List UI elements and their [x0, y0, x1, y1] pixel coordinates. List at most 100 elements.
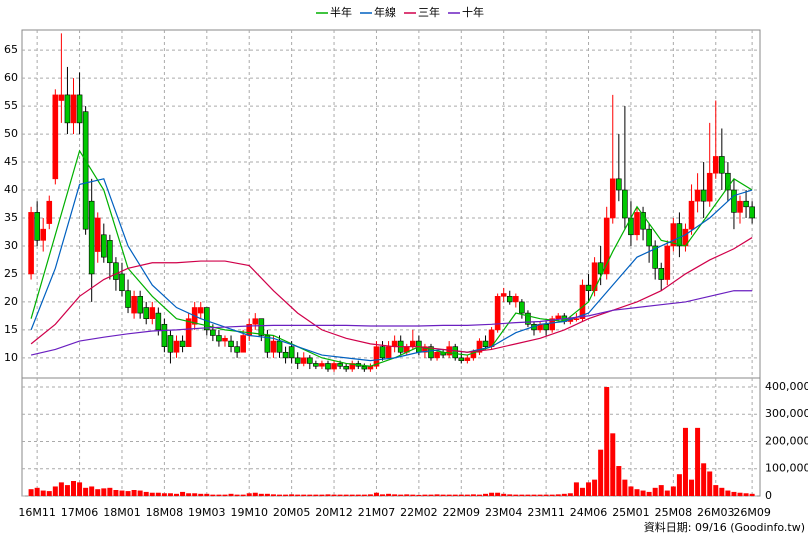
volume-bar [289, 494, 295, 496]
moving-average-line [30, 178, 753, 362]
volume-bar [519, 494, 525, 496]
candle-body [113, 262, 119, 280]
volume-bar [143, 491, 149, 496]
candle-body [210, 329, 216, 336]
volume-bar [446, 494, 452, 496]
y2-tick-label: 300,000 [765, 407, 808, 420]
candle-body [76, 94, 83, 124]
candle-body [694, 189, 701, 202]
candle-body [197, 307, 204, 314]
candle-body [155, 312, 162, 331]
candle-body [82, 111, 89, 230]
candle-body [597, 262, 604, 275]
volume-bar [319, 494, 325, 496]
candle-body [591, 262, 598, 292]
y-tick-label: 45 [4, 155, 18, 168]
candle-body [525, 312, 531, 325]
x-tick-label: 23M11 [527, 506, 565, 519]
candle-body [434, 351, 440, 359]
volume-bar [737, 492, 743, 496]
candle-body [616, 178, 622, 191]
candle-body [228, 340, 234, 347]
volume-bar [331, 494, 337, 496]
candle-body [549, 318, 555, 331]
candle-body [513, 296, 519, 303]
volume-bar [464, 494, 470, 496]
volume-bar [40, 490, 46, 496]
volume-bar [561, 493, 567, 496]
candle-body [385, 346, 392, 359]
volume-bar [210, 494, 216, 496]
candle-body [137, 296, 143, 314]
volume-bar [34, 487, 40, 496]
volume-bar [440, 494, 446, 496]
volume-bar [137, 490, 143, 496]
volume-bar [525, 494, 531, 496]
volume-bar [83, 487, 89, 496]
volume-bar [731, 491, 737, 496]
volume-bar [652, 487, 658, 496]
candle-body [379, 346, 386, 359]
candle-body [349, 363, 356, 370]
volume-bar [186, 493, 192, 496]
volume-bar [555, 494, 561, 496]
candle-body [464, 357, 471, 361]
candle-body [70, 94, 77, 124]
data-date-note: 資料日期: 09/16 (Goodinfo.tw) [644, 520, 805, 534]
candle-body [410, 340, 416, 347]
volume-bar [543, 494, 549, 496]
candle-body [294, 357, 301, 364]
candle-body [712, 156, 719, 174]
x-tick-label: 23M04 [485, 506, 523, 519]
y-tick-label: 15 [4, 323, 18, 336]
x-tick-label: 20M05 [273, 506, 311, 519]
candle-body [555, 315, 562, 319]
volume-bar [367, 494, 373, 496]
volume-bar [531, 494, 537, 496]
volume-bar [192, 493, 198, 496]
candle-body [161, 323, 168, 347]
legend-label: 年線 [374, 5, 396, 19]
candle-body [143, 307, 150, 319]
candle-body [391, 340, 398, 347]
volume-bar [264, 493, 270, 496]
x-tick-label: 22M02 [400, 506, 438, 519]
candle-body [94, 217, 101, 252]
candle-body [688, 200, 695, 230]
y2-tick-label: 100,000 [765, 462, 808, 475]
candle-body [422, 346, 428, 353]
volume-bar [325, 494, 331, 496]
moving-average-line [30, 237, 753, 353]
volume-bar [373, 492, 379, 496]
candle-body [646, 228, 652, 247]
candle-body [300, 357, 307, 364]
candle-body [500, 293, 507, 297]
volume-bar [410, 494, 416, 496]
y2-tick-label: 400,000 [765, 380, 808, 393]
volume-bar [404, 494, 410, 496]
candle-body [458, 357, 465, 361]
volume-bar [476, 494, 482, 496]
volume-bar [307, 494, 313, 496]
candle-body [88, 200, 95, 275]
candle-body [240, 335, 246, 353]
candle-body [343, 365, 349, 370]
x-tick-label: 17M06 [61, 506, 99, 519]
candle-body [719, 156, 725, 174]
volume-bar [416, 494, 422, 496]
volume-bar [77, 482, 83, 496]
candle-body [652, 245, 658, 269]
candle-body [52, 94, 59, 180]
volume-bar [725, 490, 731, 496]
volume-bar [246, 493, 252, 496]
legend-label: 十年 [462, 5, 484, 19]
y-tick-label: 20 [4, 295, 18, 308]
volume-bar [222, 494, 228, 496]
legend-item: 三年 [404, 5, 440, 19]
candle-body [234, 346, 240, 353]
candle-body [337, 363, 343, 367]
volume-bar [301, 494, 307, 496]
y-tick-label: 10 [4, 351, 18, 364]
candle-body [319, 363, 325, 367]
